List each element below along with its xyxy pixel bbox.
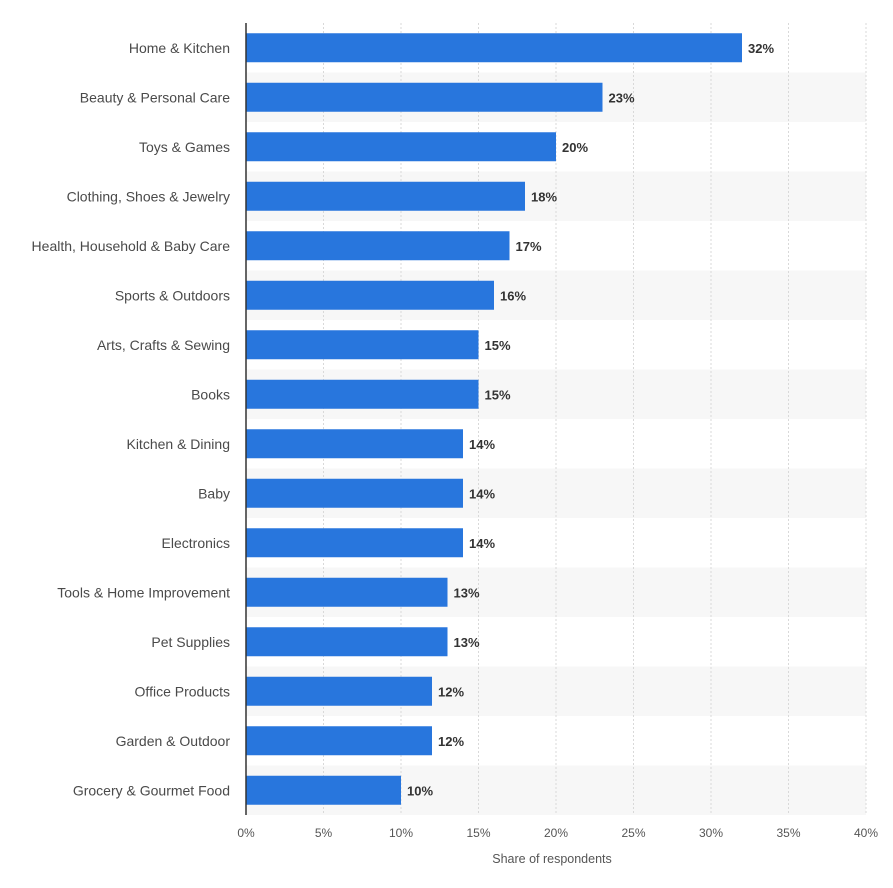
category-label: Books [191,386,230,402]
category-label: Electronics [162,535,230,551]
data-label: 15% [485,338,511,353]
category-label: Arts, Crafts & Sewing [97,337,230,353]
category-label: Tools & Home Improvement [57,584,230,600]
category-label: Pet Supplies [151,634,230,650]
bar[interactable] [246,82,603,112]
x-axis-ticks: 0% 5% 10% 15% 20% 25% 30% 35% 40% [237,826,878,840]
bar[interactable] [246,627,448,657]
data-label: 16% [500,288,526,303]
bar[interactable] [246,132,556,162]
category-label: Clothing, Shoes & Jewelry [67,188,230,204]
x-tick-label: 35% [776,826,800,840]
category-label: Office Products [135,683,230,699]
data-label: 32% [748,41,774,56]
category-labels: Home & Kitchen Beauty & Personal Care Toys… [32,40,231,799]
x-tick-label: 0% [237,826,255,840]
bar[interactable] [246,33,742,63]
bar[interactable] [246,676,432,706]
value-labels: 32% 23% 20% 18% 17% 16% 15% 15% 14% 14% 14% 13% 13% 1… [407,41,774,799]
category-label: Garden & Outdoor [116,733,231,749]
bar[interactable] [246,280,494,310]
data-label: 12% [438,734,464,749]
x-tick-label: 10% [389,826,413,840]
bar[interactable] [246,528,463,558]
data-label: 14% [469,536,495,551]
bar[interactable] [246,379,479,409]
category-label: Sports & Outdoors [115,287,230,303]
x-tick-label: 5% [315,826,333,840]
data-label: 10% [407,783,433,798]
bar[interactable] [246,726,432,756]
category-label: Baby [198,485,230,501]
data-label: 13% [454,585,480,600]
x-axis-title: Share of respondents [492,852,612,866]
bars [246,33,742,805]
bar[interactable] [246,775,401,805]
x-tick-label: 40% [854,826,878,840]
x-tick-label: 25% [621,826,645,840]
bar[interactable] [246,330,479,360]
data-label: 14% [469,486,495,501]
bar[interactable] [246,478,463,508]
category-label: Health, Household & Baby Care [32,238,231,254]
data-label: 14% [469,437,495,452]
data-label: 20% [562,140,588,155]
data-label: 23% [609,90,635,105]
data-label: 18% [531,189,557,204]
bar[interactable] [246,231,510,261]
x-tick-label: 20% [544,826,568,840]
category-label: Beauty & Personal Care [80,89,230,105]
category-label: Kitchen & Dining [126,436,230,452]
data-label: 13% [454,635,480,650]
bar[interactable] [246,429,463,459]
category-label: Grocery & Gourmet Food [73,782,230,798]
data-label: 12% [438,684,464,699]
data-label: 17% [516,239,542,254]
x-tick-label: 30% [699,826,723,840]
category-label: Home & Kitchen [129,40,230,56]
category-label: Toys & Games [139,139,230,155]
x-tick-label: 15% [466,826,490,840]
bar[interactable] [246,181,525,211]
data-label: 15% [485,387,511,402]
bar[interactable] [246,577,448,607]
